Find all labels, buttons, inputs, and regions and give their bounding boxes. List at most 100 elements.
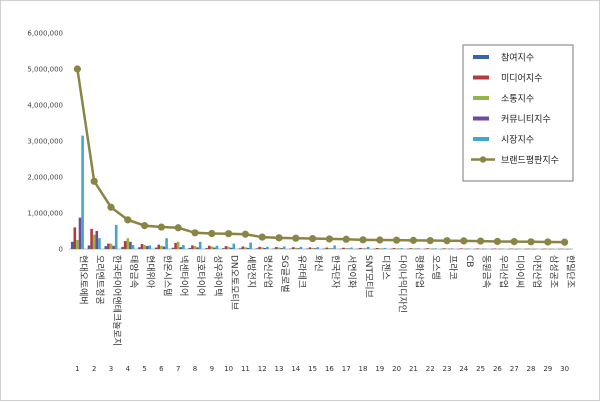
x-index-label: 14 <box>291 365 300 373</box>
x-category-label-group: 금호타이어 <box>195 255 206 296</box>
bar <box>563 248 566 250</box>
bar <box>378 248 382 249</box>
x-category-label-group: 한온시스템 <box>161 255 173 296</box>
bar <box>479 248 482 250</box>
bar <box>160 245 163 249</box>
bar <box>392 248 396 249</box>
x-category-label: 한국단자 <box>329 255 340 289</box>
bar <box>92 234 96 249</box>
bar <box>123 241 127 249</box>
bar <box>350 247 353 249</box>
x-category-label: 한온시스템 <box>161 255 173 296</box>
bar <box>277 247 281 249</box>
bar <box>78 217 82 249</box>
bar <box>325 247 329 249</box>
bar <box>390 248 393 250</box>
legend-swatch <box>473 116 489 121</box>
bar <box>306 248 309 250</box>
bar <box>375 247 379 249</box>
x-category-label-group: CB <box>464 255 474 267</box>
x-category-label: CB <box>464 255 474 267</box>
x-index-label: 21 <box>409 365 418 373</box>
legend-swatch <box>473 55 489 59</box>
bar <box>246 247 250 249</box>
bar <box>467 248 471 249</box>
y-tick-label: 4,000,000 <box>27 102 63 110</box>
line-point <box>409 236 417 244</box>
x-index-label: 13 <box>275 365 284 373</box>
x-category-label-group: 한국타이어앤테크놀로지 <box>111 255 122 346</box>
legend-swatch <box>473 96 489 100</box>
x-category-label: 아진산업 <box>531 255 542 288</box>
bar <box>157 244 161 249</box>
x-category-label: 한일단조 <box>565 255 576 288</box>
x-category-label: 화신 <box>313 255 324 272</box>
bar <box>145 246 149 249</box>
x-index-label: 27 <box>510 365 519 373</box>
bar <box>165 238 168 249</box>
line-point <box>393 236 401 244</box>
x-category-label: 동원금속 <box>481 255 492 288</box>
line-point <box>426 236 434 245</box>
x-axis: 현대오토에버 1 오리엔트정공 2 한국타이어앤테크놀로지 3 태양금속 4 현대위아 5 한온시스… <box>75 255 575 373</box>
bar <box>191 245 194 249</box>
line-point <box>510 238 518 246</box>
legend-label: 커뮤니티지수 <box>501 114 551 125</box>
bar <box>258 246 261 249</box>
bar <box>549 248 552 250</box>
x-index-label: 1 <box>75 365 79 373</box>
line-point <box>241 230 249 238</box>
bar <box>129 241 132 249</box>
bar <box>344 248 348 249</box>
bar <box>95 231 99 249</box>
bar <box>333 245 336 249</box>
legend-label: 참여지수 <box>501 52 534 64</box>
bar <box>356 248 360 250</box>
line-point <box>174 224 182 232</box>
legend-label: 미디어지수 <box>501 73 542 84</box>
x-category-label: 금호타이어 <box>195 255 206 296</box>
bar <box>543 248 547 250</box>
x-index-label: 24 <box>459 365 468 373</box>
x-index-label: 7 <box>176 365 180 373</box>
bar <box>311 247 314 249</box>
y-tick-label: 6,000,000 <box>27 30 63 38</box>
x-index-label: 3 <box>109 365 113 373</box>
bar <box>428 248 432 249</box>
x-category-label-group: 한일단조 <box>565 255 576 288</box>
line-point <box>477 237 485 245</box>
x-category-label: 명신산업 <box>262 255 273 288</box>
x-category-label-group: 현대오토에버 <box>77 255 88 305</box>
bar <box>496 248 499 250</box>
bar <box>515 248 519 250</box>
bar <box>109 243 113 249</box>
line-point <box>325 235 333 243</box>
bar <box>322 248 326 250</box>
line-point <box>225 230 233 238</box>
bar <box>114 224 118 249</box>
bar <box>294 247 298 249</box>
bar <box>558 248 561 250</box>
x-index-label: 19 <box>375 365 384 373</box>
bar <box>546 248 550 250</box>
line-point <box>141 222 149 230</box>
bar <box>383 247 387 249</box>
line-point <box>443 237 451 245</box>
bar <box>462 248 466 250</box>
x-index-label: 8 <box>193 365 197 373</box>
bar <box>90 228 93 249</box>
bar <box>260 247 264 249</box>
bar <box>275 247 278 249</box>
line-point <box>493 237 501 246</box>
x-category-label: 넥센타이어 <box>178 255 189 296</box>
bar <box>524 248 528 250</box>
bar <box>174 242 177 249</box>
x-category-label: 삼성공조 <box>548 255 559 288</box>
y-tick-label: 1,000,000 <box>27 210 63 218</box>
bar <box>179 247 183 249</box>
line-point <box>73 65 81 73</box>
bar <box>426 248 429 249</box>
x-index-label: 20 <box>392 365 401 373</box>
